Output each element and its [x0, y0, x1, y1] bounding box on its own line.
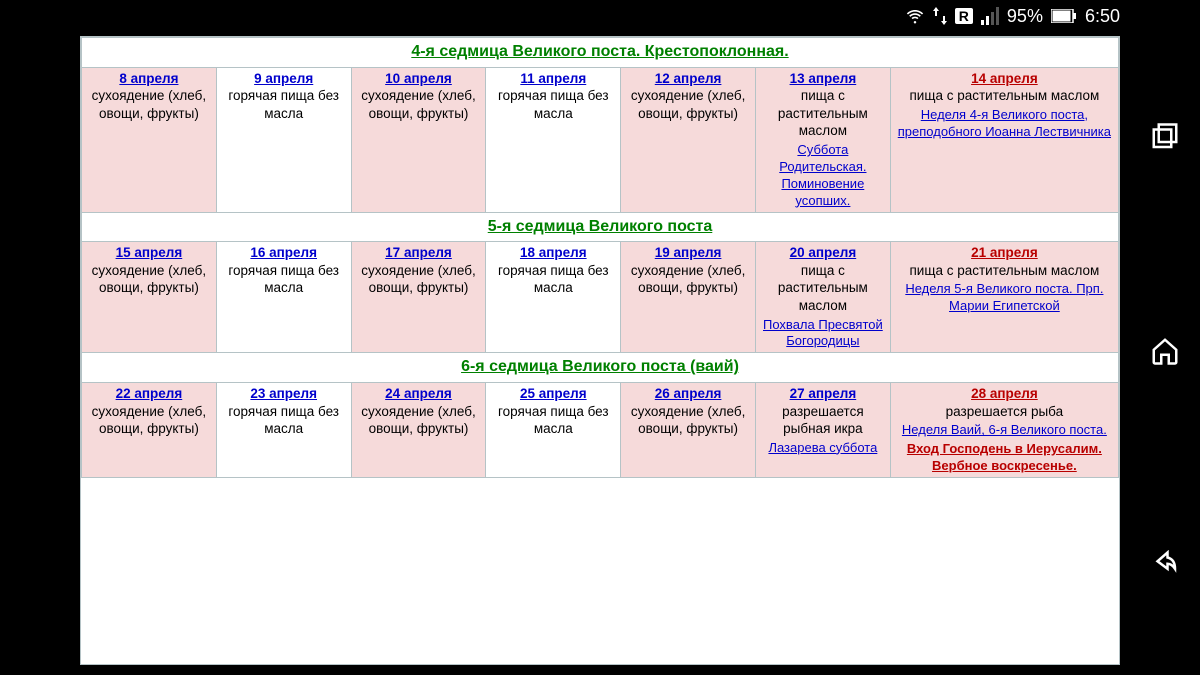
day-desc: разрешается рыба	[946, 404, 1063, 419]
date-link[interactable]: 12 апреля	[655, 71, 722, 86]
date-link[interactable]: 22 апреля	[116, 386, 183, 401]
day-cell: 15 апреля сухоядение (хлеб, овощи, фрукты…	[82, 242, 217, 353]
date-link[interactable]: 9 апреля	[254, 71, 313, 86]
day-cell: 13 апреля пища с растительным масломСуббо…	[755, 67, 890, 212]
day-desc: пища с растительным маслом	[778, 263, 868, 313]
date-link[interactable]: 11 апреля	[520, 71, 586, 86]
date-link[interactable]: 25 апреля	[520, 386, 587, 401]
week-title: 6-я седмица Великого поста (ваий)	[82, 353, 1119, 383]
day-cell: 27 апреля разрешается рыбная икра Лазарева…	[755, 383, 890, 478]
day-desc: горячая пища без масла	[498, 404, 609, 437]
battery-icon	[1051, 9, 1077, 23]
week-title: 4-я седмица Великого поста. Крестопоклон…	[82, 38, 1119, 68]
day-desc: сухоядение (хлеб, овощи, фрукты)	[361, 404, 476, 437]
day-note[interactable]: Суббота Родительская. Поминовение усопши…	[760, 142, 886, 210]
date-link[interactable]: 17 апреля	[385, 245, 452, 260]
day-cell: 22 апреля сухоядение (хлеб, овощи, фрукты…	[82, 383, 217, 478]
day-cell: 11 апреля горячая пища без масла	[486, 67, 621, 212]
date-link[interactable]: 13 апреля	[790, 71, 857, 86]
date-link[interactable]: 21 апреля	[971, 245, 1038, 260]
day-desc: горячая пища без масла	[228, 263, 339, 296]
date-link[interactable]: 18 апреля	[520, 245, 587, 260]
battery-percent: 95%	[1007, 6, 1043, 27]
day-cell: 20 апреля пища с растительным маслом Похва…	[755, 242, 890, 353]
date-link[interactable]: 10 апреля	[385, 71, 452, 86]
day-desc: горячая пища без масла	[498, 263, 609, 296]
day-desc: разрешается рыбная икра	[782, 404, 864, 437]
r-badge: R	[955, 8, 973, 24]
day-cell: 18 апреля горячая пища без масла	[486, 242, 621, 353]
fasting-calendar-table: 4-я седмица Великого поста. Крестопоклон…	[81, 37, 1119, 478]
date-link[interactable]: 24 апреля	[385, 386, 452, 401]
day-cell: 28 апреля разрешается рыба Неделя Ваий, 6-…	[890, 383, 1118, 478]
day-note[interactable]: Неделя 4-я Великого поста, преподобного …	[895, 107, 1114, 141]
day-cell: 9 апреля горячая пища без масла	[216, 67, 351, 212]
day-cell: 14 апреля пища с растительным маслом Недел…	[890, 67, 1118, 212]
date-link[interactable]: 8 апреля	[119, 71, 178, 86]
clock: 6:50	[1085, 6, 1120, 27]
day-desc: пища с растительным маслом	[910, 88, 1100, 103]
calendar-content: 4-я седмица Великого поста. Крестопоклон…	[80, 36, 1120, 665]
day-desc: горячая пища без масла	[228, 404, 339, 437]
day-desc: горячая пища без масла	[228, 88, 339, 121]
day-cell: 16 апреля горячая пища без масла	[216, 242, 351, 353]
date-link[interactable]: 20 апреля	[790, 245, 857, 260]
android-nav-bar	[1130, 32, 1200, 675]
day-cell: 8 апреля сухоядение (хлеб, овощи, фрукты)	[82, 67, 217, 212]
day-cell: 26 апреля сухоядение (хлеб, овощи, фрукты…	[621, 383, 756, 478]
day-desc: сухоядение (хлеб, овощи, фрукты)	[92, 88, 207, 121]
date-link[interactable]: 23 апреля	[250, 386, 317, 401]
date-link[interactable]: 14 апреля	[971, 71, 1038, 86]
day-desc: горячая пища без масла	[498, 88, 609, 121]
signal-icon	[981, 7, 999, 25]
date-link[interactable]: 15 апреля	[116, 245, 183, 260]
status-bar: R 95% 6:50	[0, 0, 1200, 32]
date-link[interactable]: 28 апреля	[971, 386, 1038, 401]
day-note[interactable]: Похвала Пресвятой Богородицы	[760, 317, 886, 351]
day-cell: 23 апреля горячая пища без масла	[216, 383, 351, 478]
date-link[interactable]: 19 апреля	[655, 245, 722, 260]
data-icon	[933, 7, 947, 25]
day-cell: 12 апреля сухоядение (хлеб, овощи, фрукты…	[621, 67, 756, 212]
day-desc: пища с растительным маслом	[910, 263, 1100, 278]
day-note-red[interactable]: Вход Господень в Иерусалим. Вербное воск…	[895, 441, 1114, 475]
day-note[interactable]: Неделя 5-я Великого поста. Прп. Марии Ег…	[895, 281, 1114, 315]
day-desc: пища с растительным маслом	[778, 88, 868, 138]
day-desc: сухоядение (хлеб, овощи, фрукты)	[361, 263, 476, 296]
day-cell: 19 апреля сухоядение (хлеб, овощи, фрукты…	[621, 242, 756, 353]
day-cell: 25 апреля горячая пища без масла	[486, 383, 621, 478]
day-desc: сухоядение (хлеб, овощи, фрукты)	[361, 88, 476, 121]
day-desc: сухоядение (хлеб, овощи, фрукты)	[631, 263, 746, 296]
back-icon[interactable]	[1150, 550, 1180, 585]
day-desc: сухоядение (хлеб, овощи, фрукты)	[631, 404, 746, 437]
wifi-icon	[905, 6, 925, 26]
home-icon[interactable]	[1150, 336, 1180, 371]
day-note[interactable]: Лазарева суббота	[760, 440, 886, 457]
recent-apps-icon[interactable]	[1150, 122, 1180, 157]
week-title: 5-я седмица Великого поста	[82, 212, 1119, 242]
day-desc: сухоядение (хлеб, овощи, фрукты)	[92, 404, 207, 437]
date-link[interactable]: 16 апреля	[250, 245, 317, 260]
date-link[interactable]: 27 апреля	[790, 386, 857, 401]
day-desc: сухоядение (хлеб, овощи, фрукты)	[631, 88, 746, 121]
day-note[interactable]: Неделя Ваий, 6-я Великого поста.	[895, 422, 1114, 439]
day-cell: 21 апреля пища с растительным маслом Недел…	[890, 242, 1118, 353]
day-cell: 24 апреля сухоядение (хлеб, овощи, фрукты…	[351, 383, 486, 478]
day-cell: 17 апреля сухоядение (хлеб, овощи, фрукты…	[351, 242, 486, 353]
day-desc: сухоядение (хлеб, овощи, фрукты)	[92, 263, 207, 296]
date-link[interactable]: 26 апреля	[655, 386, 722, 401]
day-cell: 10 апреля сухоядение (хлеб, овощи, фрукты…	[351, 67, 486, 212]
